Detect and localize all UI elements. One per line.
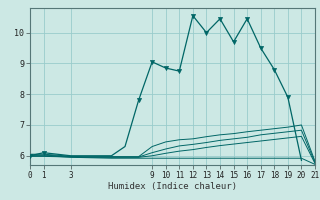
X-axis label: Humidex (Indice chaleur): Humidex (Indice chaleur) (108, 182, 237, 191)
